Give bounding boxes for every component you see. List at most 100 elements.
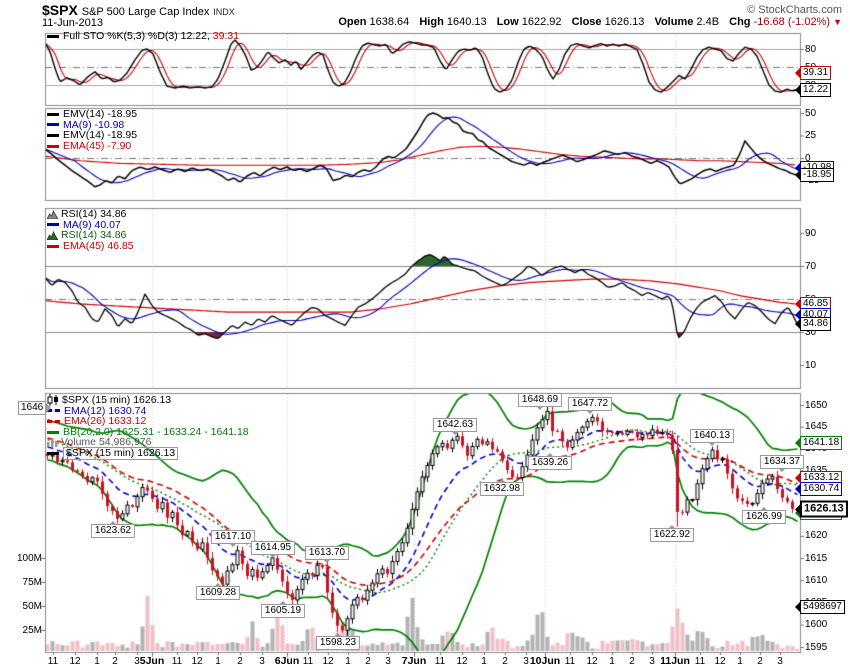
rsi-legend: RSI(14) 34.86 MA(9) 40.07 RSI(14) 34.86 … xyxy=(46,209,134,252)
price-annotation: 1623.62 xyxy=(90,521,136,538)
emv-legend-row: MA(9) -10.98 xyxy=(63,118,125,131)
rsi-legend-row: EMA(45) 46.85 xyxy=(63,239,134,252)
callout-arrow-icon xyxy=(795,310,800,321)
date-label-hour: 11 xyxy=(171,656,183,667)
volume-value: 2.4B xyxy=(696,16,720,28)
annotation-pointer-icon xyxy=(279,601,287,605)
chg-label: Chg xyxy=(729,16,751,28)
annotation-pointer-icon xyxy=(668,525,676,529)
date-label-hour: 2 xyxy=(757,656,763,667)
date-label-hour: 11 xyxy=(694,656,706,667)
date-label-day: 7Jun xyxy=(401,655,427,667)
callout-arrow-icon xyxy=(795,84,800,95)
volume-axis-label: 100M xyxy=(16,552,42,564)
callout-arrow-icon xyxy=(795,473,800,484)
line-swatch-icon xyxy=(47,133,59,137)
dashed-line-swatch-icon xyxy=(47,419,60,423)
sto-legend: Full STO %K(5,3) %D(3) 12.22, 39.31 xyxy=(47,31,239,42)
emv-value-callout: -18.95 xyxy=(795,168,835,183)
price-axis-label: 1645 xyxy=(805,421,828,433)
annotation-pointer-icon xyxy=(536,406,544,410)
date-label-hour: 11 xyxy=(564,656,576,667)
price-annotation: 1647.72 xyxy=(567,397,613,414)
volume-bars-icon xyxy=(47,438,58,448)
date-label-day: 11Jun xyxy=(660,655,690,667)
indicator-axis-label: 90 xyxy=(805,227,817,239)
date-label-day: 10Jun xyxy=(529,655,561,667)
date-label-hour: 3 xyxy=(523,656,529,667)
date-label-hour: 1 xyxy=(345,656,351,667)
annotation-pointer-icon xyxy=(269,554,277,558)
price-legend-row: EMA(26) 1633.12 xyxy=(64,415,147,428)
date-label-hour: 12 xyxy=(322,656,334,667)
date-label-hour: 3 xyxy=(259,656,265,667)
callout-arrow-icon xyxy=(795,299,800,310)
price-annotation: 1626.99 xyxy=(741,507,787,524)
volume-axis-label: 25M xyxy=(22,624,42,636)
date-label-hour: 2 xyxy=(629,656,635,667)
callout-arrow-icon xyxy=(795,68,800,79)
callout-arrow-icon xyxy=(795,170,800,181)
chart-date: 11-Jun-2013 xyxy=(42,17,103,29)
callout-arrow-icon xyxy=(795,602,800,612)
emv-legend-row: EMV(14) -18.95 xyxy=(63,108,138,120)
price-axis-label: 1635 xyxy=(805,464,828,476)
indicator-axis-label: 70 xyxy=(805,260,817,272)
rsi-legend-row: MA(9) 40.07 xyxy=(63,218,121,231)
date-label-hour: 12 xyxy=(191,656,203,667)
high-label: High xyxy=(419,16,444,28)
date-label-hour: 1 xyxy=(481,656,487,667)
price-annotation: 1639.26 xyxy=(527,453,573,470)
annotation-pointer-icon xyxy=(778,468,786,472)
annotation-pointer-icon xyxy=(708,442,716,446)
price-axis-label: 1620 xyxy=(805,530,828,542)
date-label-hour: 1 xyxy=(609,656,615,667)
price-value-callout: 1626.13 xyxy=(795,500,848,518)
price-value-callout: 1630.74 xyxy=(795,481,843,496)
date-label-hour: 2 xyxy=(112,656,118,667)
sto-legend-text: Full STO %K(5,3) %D(3) 12.22, xyxy=(63,30,210,42)
price-axis-label: 1610 xyxy=(805,574,828,586)
emv-legend-row: EMV(14) -18.95 xyxy=(63,129,138,142)
date-label-hour: 3 xyxy=(649,656,655,667)
date-label-hour: 11 xyxy=(434,656,446,667)
callout-arrow-icon xyxy=(795,318,800,329)
sto-value-callout: 12.22 xyxy=(795,82,832,97)
open-label: Open xyxy=(338,16,367,28)
price-annotation: 1609.28 xyxy=(195,583,241,600)
price-legend-row-selected: $SPX (15 min) 1626.13 xyxy=(63,446,179,460)
callout-arrow-icon xyxy=(795,504,800,515)
high-value: 1640.13 xyxy=(446,16,487,28)
exchange: INDX xyxy=(213,7,235,17)
open-value: 1638.64 xyxy=(369,16,410,28)
annotation-pointer-icon xyxy=(214,583,222,587)
price-legend-row: EMA(12) 1630.74 xyxy=(64,404,147,417)
volume-axis-label: 50M xyxy=(22,600,42,612)
date-label-hour: 11 xyxy=(47,656,59,667)
chg-value: -16.68 (-1.02%) xyxy=(753,16,831,28)
line-swatch-icon xyxy=(47,123,59,127)
price-axis-label: 1600 xyxy=(805,619,828,631)
callout-arrow-icon xyxy=(795,438,800,449)
price-axis-label: 1595 xyxy=(805,641,828,653)
price-legend-row: BB(20,2.0) 1625.31 - 1633.24 - 1641.18 xyxy=(63,425,249,438)
annotation-pointer-icon xyxy=(229,543,237,547)
header: $SPX S&P 500 Large Cap Index INDX xyxy=(42,2,235,18)
volume-label: Volume xyxy=(654,16,694,28)
indicator-axis-label: 0 xyxy=(805,152,811,164)
price-annotation: 1614.95 xyxy=(250,541,296,558)
rsi-value-callout: 34.86 xyxy=(795,316,832,331)
volume-value-callout: 5498697 xyxy=(795,600,845,614)
stockcharts-copyright-link[interactable]: © StockCharts.com xyxy=(747,4,842,16)
line-swatch-icon xyxy=(47,430,59,434)
price-annotation: 1622.92 xyxy=(649,525,695,542)
indicator-axis-label: 50 xyxy=(805,107,817,119)
date-label-hour: 2 xyxy=(502,656,508,667)
date-label-day: 6Jun xyxy=(274,655,300,667)
annotation-pointer-icon xyxy=(760,507,768,511)
date-label-hour: 12 xyxy=(456,656,468,667)
sto-d-value: 39.31 xyxy=(212,30,240,42)
indicator-axis-label: 25 xyxy=(805,130,817,141)
